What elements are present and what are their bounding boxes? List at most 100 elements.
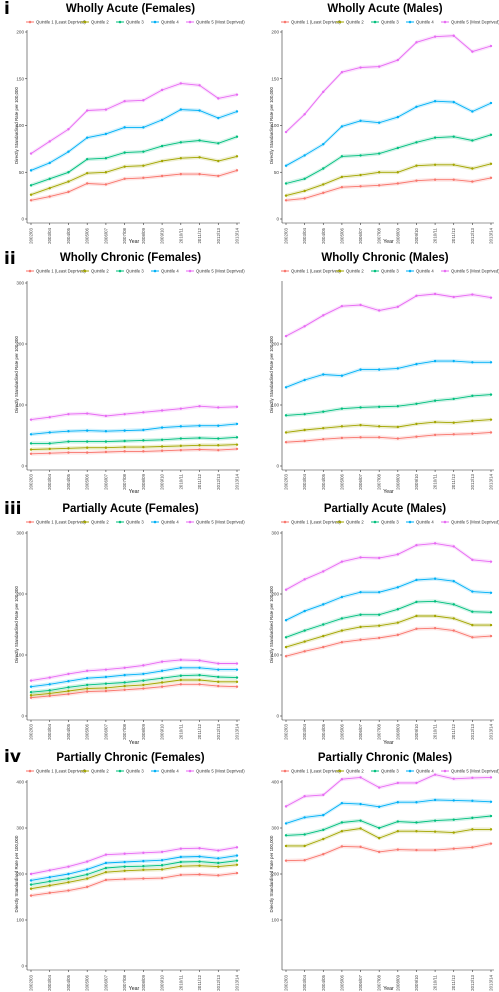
data-point xyxy=(433,798,437,802)
data-point xyxy=(67,872,70,876)
x-tick-label: 2004/05 xyxy=(321,227,326,243)
data-point xyxy=(396,405,400,408)
data-point xyxy=(396,781,400,785)
y-tick-label: 300 xyxy=(271,826,279,831)
data-point xyxy=(85,136,89,139)
x-tick-label: 2008/09 xyxy=(141,723,146,739)
data-point xyxy=(377,152,381,155)
data-point xyxy=(104,861,108,865)
data-point xyxy=(489,800,493,803)
data-point xyxy=(415,627,418,630)
data-point xyxy=(303,795,306,798)
series-line xyxy=(30,683,238,699)
series-ci-band xyxy=(31,858,237,887)
data-point xyxy=(48,177,51,180)
data-point xyxy=(433,433,437,437)
data-point xyxy=(284,199,288,202)
x-tick-label: 2005/06 xyxy=(339,473,344,489)
series-line xyxy=(285,600,492,638)
data-point xyxy=(396,830,400,833)
series-ci-band xyxy=(31,853,237,883)
data-point xyxy=(29,872,33,876)
data-point xyxy=(29,685,33,688)
data-point xyxy=(29,152,33,155)
x-tick-label: 2009/10 xyxy=(160,473,165,489)
data-point xyxy=(340,629,344,632)
x-tick-label: 2006/07 xyxy=(358,723,363,739)
x-tick-label: 2011/12 xyxy=(451,974,456,990)
data-point xyxy=(160,449,164,452)
data-point xyxy=(179,172,183,176)
x-tick-label: 2010/11 xyxy=(433,723,438,739)
data-point xyxy=(217,116,220,120)
x-tick-label: 2009/10 xyxy=(414,974,419,990)
legend-item: Quintile 5 (Most Deprived) xyxy=(186,269,245,274)
data-point xyxy=(359,776,362,779)
x-tick-label: 2011/12 xyxy=(197,974,202,990)
series-line xyxy=(285,419,492,433)
x-tick-label: 2007/08 xyxy=(377,473,382,489)
data-point xyxy=(377,405,381,409)
legend-item: Quintile 5 (Most Deprived) xyxy=(186,20,245,25)
legend-item: Quintile 2 xyxy=(336,520,364,525)
data-point xyxy=(235,93,239,96)
legend-marker xyxy=(188,769,192,773)
data-point xyxy=(322,828,325,832)
data-point xyxy=(85,676,89,680)
legend-marker xyxy=(118,20,122,24)
data-point xyxy=(284,414,288,417)
y-tick-label: 200 xyxy=(271,872,279,877)
series-ci-band xyxy=(286,392,491,418)
data-point xyxy=(489,828,493,831)
data-point xyxy=(48,880,51,883)
x-tick-label: 2006/07 xyxy=(358,227,363,243)
data-point xyxy=(489,418,493,421)
data-point xyxy=(235,110,239,113)
data-point xyxy=(322,793,325,797)
data-point xyxy=(235,871,239,875)
series-line xyxy=(30,872,238,897)
y-tick-label: 200 xyxy=(271,30,279,35)
legend-marker xyxy=(188,269,192,273)
data-point xyxy=(48,416,51,419)
data-point xyxy=(142,851,145,855)
y-axis-title: Directly Standardised Rate per 100,000 xyxy=(14,87,19,164)
x-tick-label: 2003/04 xyxy=(302,974,307,990)
data-point xyxy=(235,676,239,679)
legend-label: Quintile 3 xyxy=(126,769,144,774)
x-tick-label: 2007/08 xyxy=(122,227,127,243)
data-point xyxy=(104,878,108,882)
legend-marker xyxy=(283,269,287,273)
legend-marker xyxy=(283,20,287,24)
x-tick-label: 2003/04 xyxy=(302,473,307,489)
x-tick-label: 2005/06 xyxy=(339,723,344,739)
data-point xyxy=(359,303,362,307)
data-point xyxy=(489,162,493,166)
data-point xyxy=(396,801,400,804)
legend-item: Quintile 3 xyxy=(371,269,399,274)
legend-label: Quintile 4 xyxy=(416,20,434,25)
data-point xyxy=(198,405,201,408)
data-point xyxy=(160,681,164,684)
data-point xyxy=(179,666,183,670)
data-point xyxy=(452,295,455,299)
data-point xyxy=(123,852,126,855)
data-point xyxy=(471,623,474,627)
legend-label: Quintile 1 (Least Deprived) xyxy=(291,269,341,274)
data-point xyxy=(489,623,493,627)
data-point xyxy=(471,828,474,831)
x-tick-label: 2009/10 xyxy=(414,723,419,739)
data-point xyxy=(284,645,288,649)
data-point xyxy=(29,887,33,890)
data-point xyxy=(160,676,164,680)
data-point xyxy=(359,185,362,188)
data-point xyxy=(217,857,220,860)
x-tick-label: 2008/09 xyxy=(141,974,146,990)
series-ci-band xyxy=(286,175,491,203)
series-line xyxy=(30,860,238,886)
data-point xyxy=(179,444,183,448)
y-tick-label: 400 xyxy=(16,780,24,785)
data-point xyxy=(217,97,220,100)
legend-marker xyxy=(373,20,377,24)
x-tick-label: 2004/05 xyxy=(321,974,326,990)
